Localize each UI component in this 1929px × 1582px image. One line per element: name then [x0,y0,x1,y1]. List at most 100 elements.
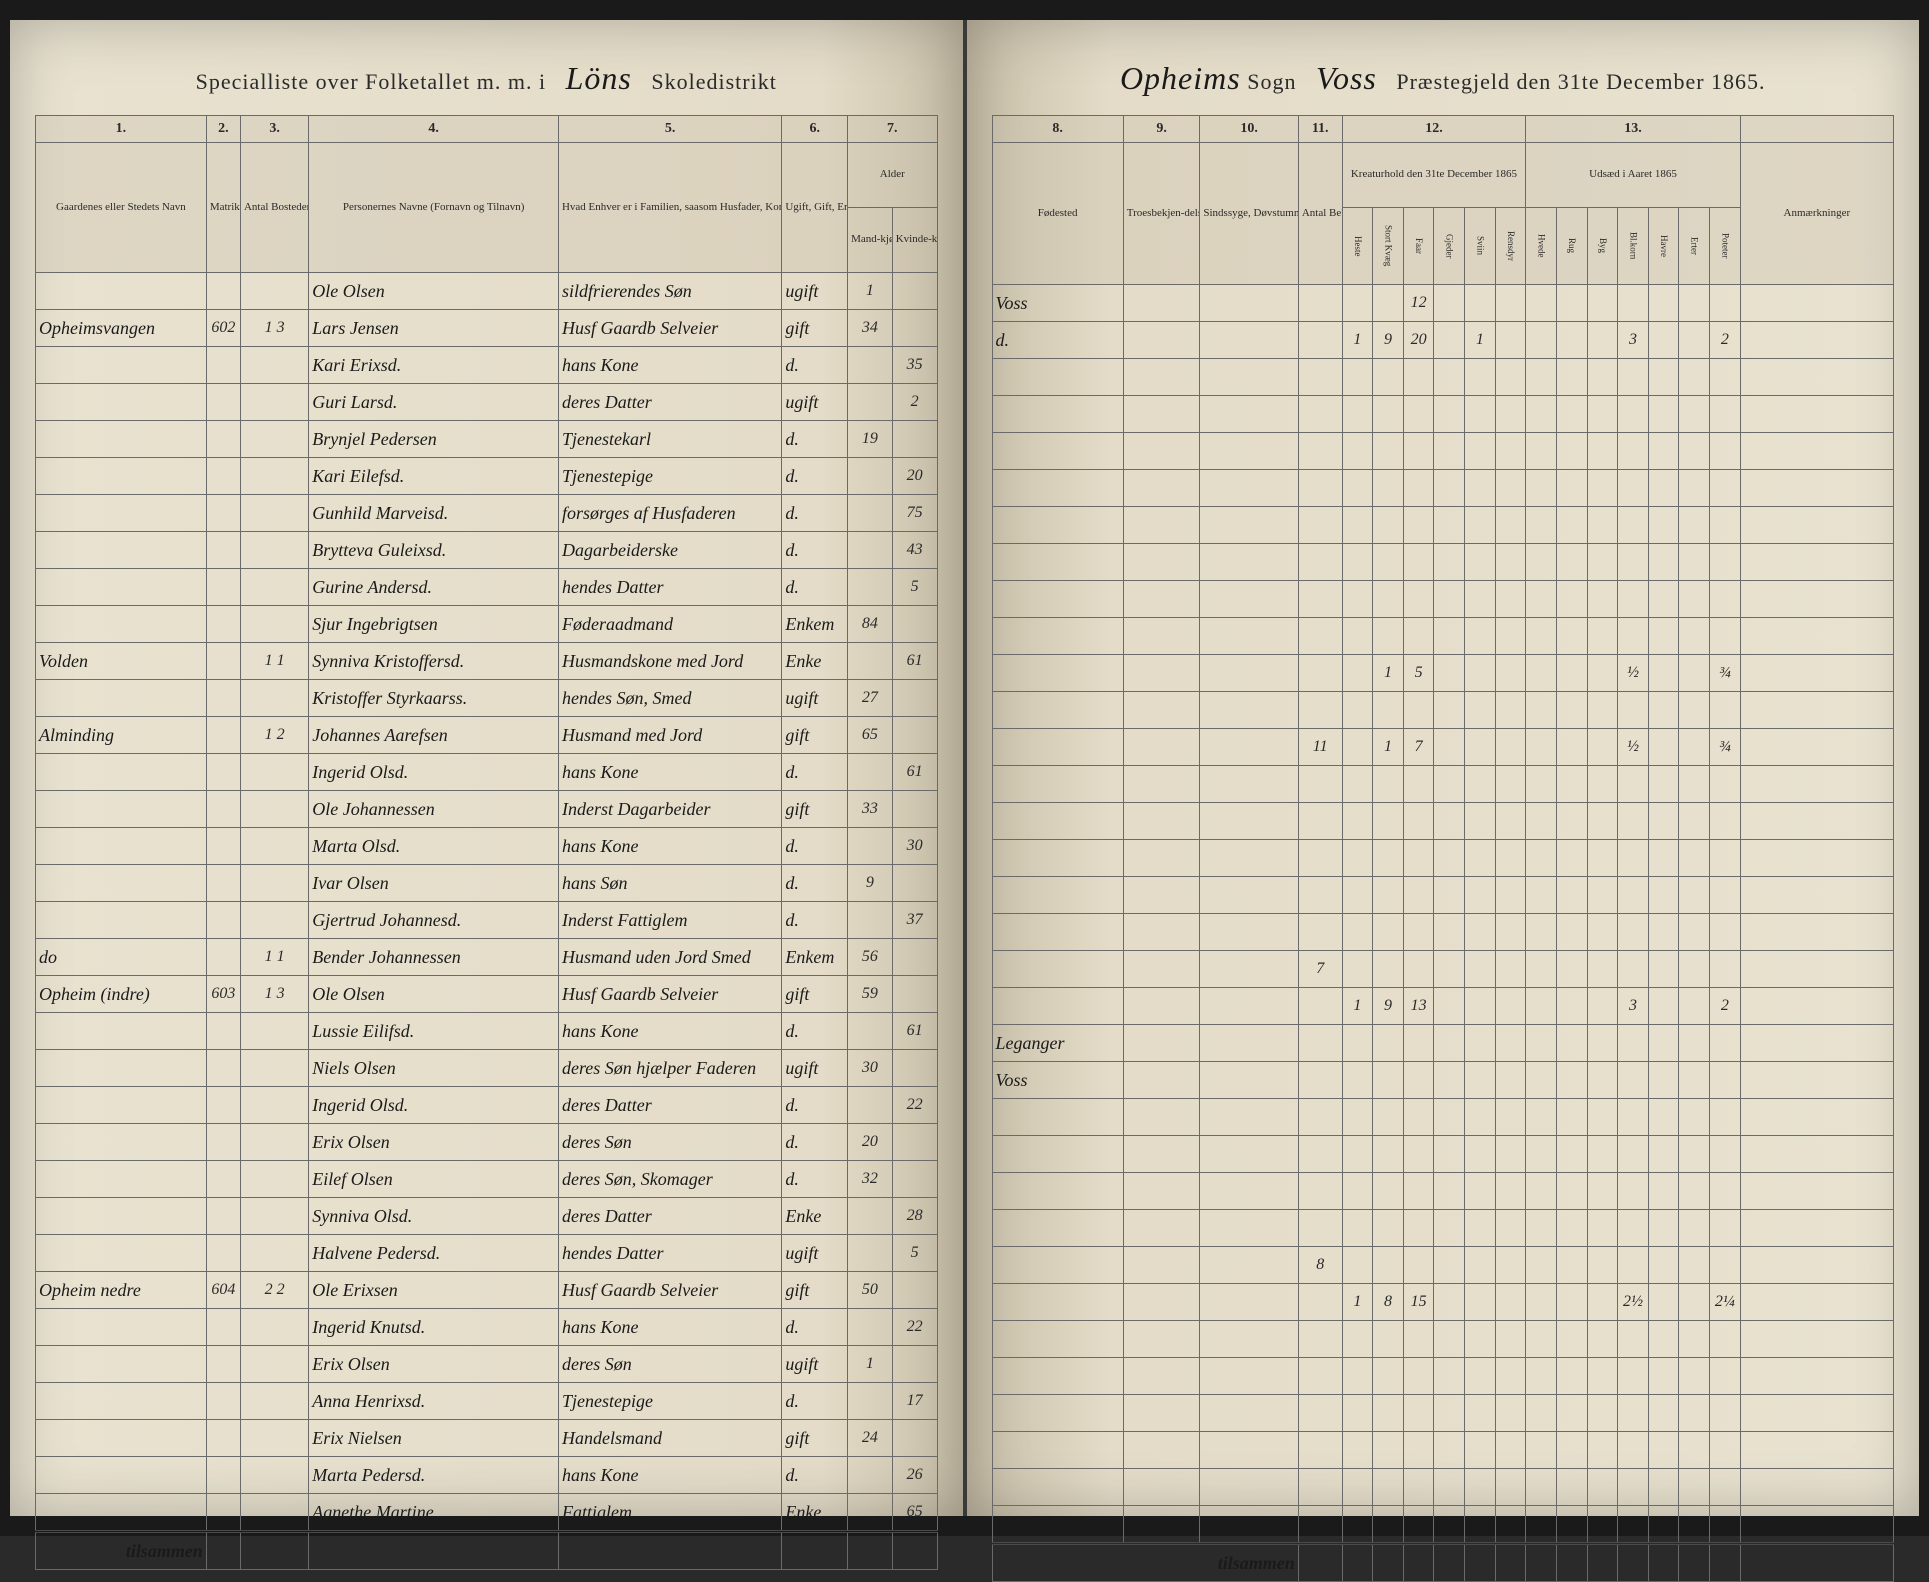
table-row: do1 1Bender JohannessenHusmand uden Jord… [36,939,938,976]
colnum: 3. [240,116,308,143]
district-name: Löns [566,60,632,96]
table-row: Ingerid Olsd.hans Koned.61 [36,754,938,791]
table-row: Niels Olsenderes Søn hjælper Faderenugif… [36,1050,938,1087]
sub-col-header: Heste [1342,208,1373,285]
col-header: Anmærkninger [1740,143,1893,285]
sogn-name: Opheims [1120,60,1241,96]
table-row: Voss12 [992,285,1894,322]
sub-col-header: Rensdyr [1495,208,1526,285]
sub-col-header: Havre [1648,208,1679,285]
table-row: Erix Olsenderes Sønd.20 [36,1124,938,1161]
table-row: Ivar Olsenhans Sønd.9 [36,865,938,902]
table-row [992,803,1894,840]
table-row [992,1210,1894,1247]
right-header: Opheims Sogn Voss Præstegjeld den 31te D… [992,60,1895,97]
col-header: Hvad Enhver er i Familien, saasom Husfad… [558,143,781,273]
table-row: Gjertrud Johannesd.Inderst Fattiglemd.37 [36,902,938,939]
col-header: Fødested [992,143,1123,285]
left-page: Specialliste over Folketallet m. m. i Lö… [10,20,965,1516]
right-table: 8. 9. 10. 11. 12. 13. Fødested Troesbekj… [992,115,1895,1582]
table-row [992,359,1894,396]
table-row [992,1321,1894,1358]
date-suffix: Præstegjeld den 31te December 1865. [1396,69,1765,94]
sum-label: tilsammen [992,1544,1298,1582]
colnum: 5. [558,116,781,143]
sum-hh: 7 13 [240,1532,308,1570]
col-header: Mand-kjøn [848,208,893,273]
table-row [992,914,1894,951]
table-row [992,1395,1894,1432]
col-header: Personernes Navne (Fornavn og Tilnavn) [309,143,559,273]
colnum: 2. [206,116,240,143]
table-row: Volden1 1Synniva Kristoffersd.Husmandsko… [36,643,938,680]
table-row [992,470,1894,507]
sub-col-header: Bl.korn [1618,208,1649,285]
table-row [992,1173,1894,1210]
header-suffix: Skoledistrikt [651,69,776,94]
right-page: Opheims Sogn Voss Præstegjeld den 31te D… [965,20,1920,1516]
colnum: 9. [1123,116,1200,143]
col-header: Kvinde-kjøn [892,208,937,273]
table-row [992,1136,1894,1173]
table-row [992,396,1894,433]
table-row: Voss [992,1062,1894,1099]
left-table: 1. 2. 3. 4. 5. 6. 7. Gaardenes eller Ste… [35,115,938,1570]
col-header: Udsæd i Aaret 1865 [1526,143,1740,208]
col-header: Antal Beboede Huse [1298,143,1342,285]
table-row [992,766,1894,803]
sub-col-header: Faar [1403,208,1434,285]
colnum: 4. [309,116,559,143]
sub-col-header: Sviin [1465,208,1496,285]
table-row [992,1099,1894,1136]
col-header: Alder [848,143,937,208]
col-header: Troesbekjen-delse [1123,143,1200,285]
table-row: Guri Larsd.deres Datterugift2 [36,384,938,421]
table-row [992,1469,1894,1506]
col-header: Ugift, Gift, Enkemand, Enke eller Fraski… [782,143,848,273]
table-row: Erix Olsenderes Sønugift1 [36,1346,938,1383]
table-row [992,544,1894,581]
table-row: Kari Erixsd.hans Koned.35 [36,347,938,384]
col-header: Matrikul Löbe No. [206,143,240,273]
colnum: 6. [782,116,848,143]
table-row: 18152½2¼ [992,1284,1894,1321]
sub-col-header: Stort Kvæg [1373,208,1404,285]
col-header: Antal Bosteder [240,143,308,273]
table-row: Ole Olsensildfrierendes Sønugift1 [36,273,938,310]
sum-row: tilsammen 7 13 [36,1532,938,1570]
sub-col-header: Erter [1679,208,1710,285]
colnum: 13. [1526,116,1740,143]
table-row: 1117½¾ [992,729,1894,766]
table-row: Agnethe MartineFattiglemEnke65 [36,1494,938,1532]
table-row: Kristoffer Styrkaarss.hendes Søn, Smedug… [36,680,938,717]
table-row: Erix NielsenHandelsmandgift24 [36,1420,938,1457]
table-row: 7 [992,951,1894,988]
parish-name: Voss [1316,60,1377,96]
table-row: Synniva Olsd.deres DatterEnke28 [36,1198,938,1235]
table-row [992,581,1894,618]
table-row: Opheim (indre)6031 3Ole OlsenHusf Gaardb… [36,976,938,1013]
table-row: Opheimsvangen6021 3Lars JensenHusf Gaard… [36,310,938,347]
table-row: Marta Olsd.hans Koned.30 [36,828,938,865]
header-prefix: Specialliste over Folketallet m. m. i [196,69,546,94]
table-row: 8 [992,1247,1894,1284]
table-row: Eilef Olsenderes Søn, Skomagerd.32 [36,1161,938,1198]
table-row: Kari Eilefsd.Tjenestepiged.20 [36,458,938,495]
table-row: Halvene Pedersd.hendes Datterugift5 [36,1235,938,1272]
table-row: Gurine Andersd.hendes Datterd.5 [36,569,938,606]
census-book: Specialliste over Folketallet m. m. i Lö… [0,0,1929,1536]
sub-col-header: Poteter [1710,208,1741,285]
colnum: 12. [1342,116,1526,143]
sub-col-header: Byg [1587,208,1618,285]
sum-row: tilsammen 38 3 28 62 1 8½ 8¼ [992,1544,1894,1582]
table-row [992,840,1894,877]
sum-label: tilsammen [36,1532,207,1570]
colnum [1740,116,1893,143]
table-row [992,1358,1894,1395]
sub-col-header: Rug [1556,208,1587,285]
col-header: Gaardenes eller Stedets Navn [36,143,207,273]
colnum: 11. [1298,116,1342,143]
colnum: 7. [848,116,937,143]
sogn-label: Sogn [1247,69,1296,94]
table-row [992,877,1894,914]
